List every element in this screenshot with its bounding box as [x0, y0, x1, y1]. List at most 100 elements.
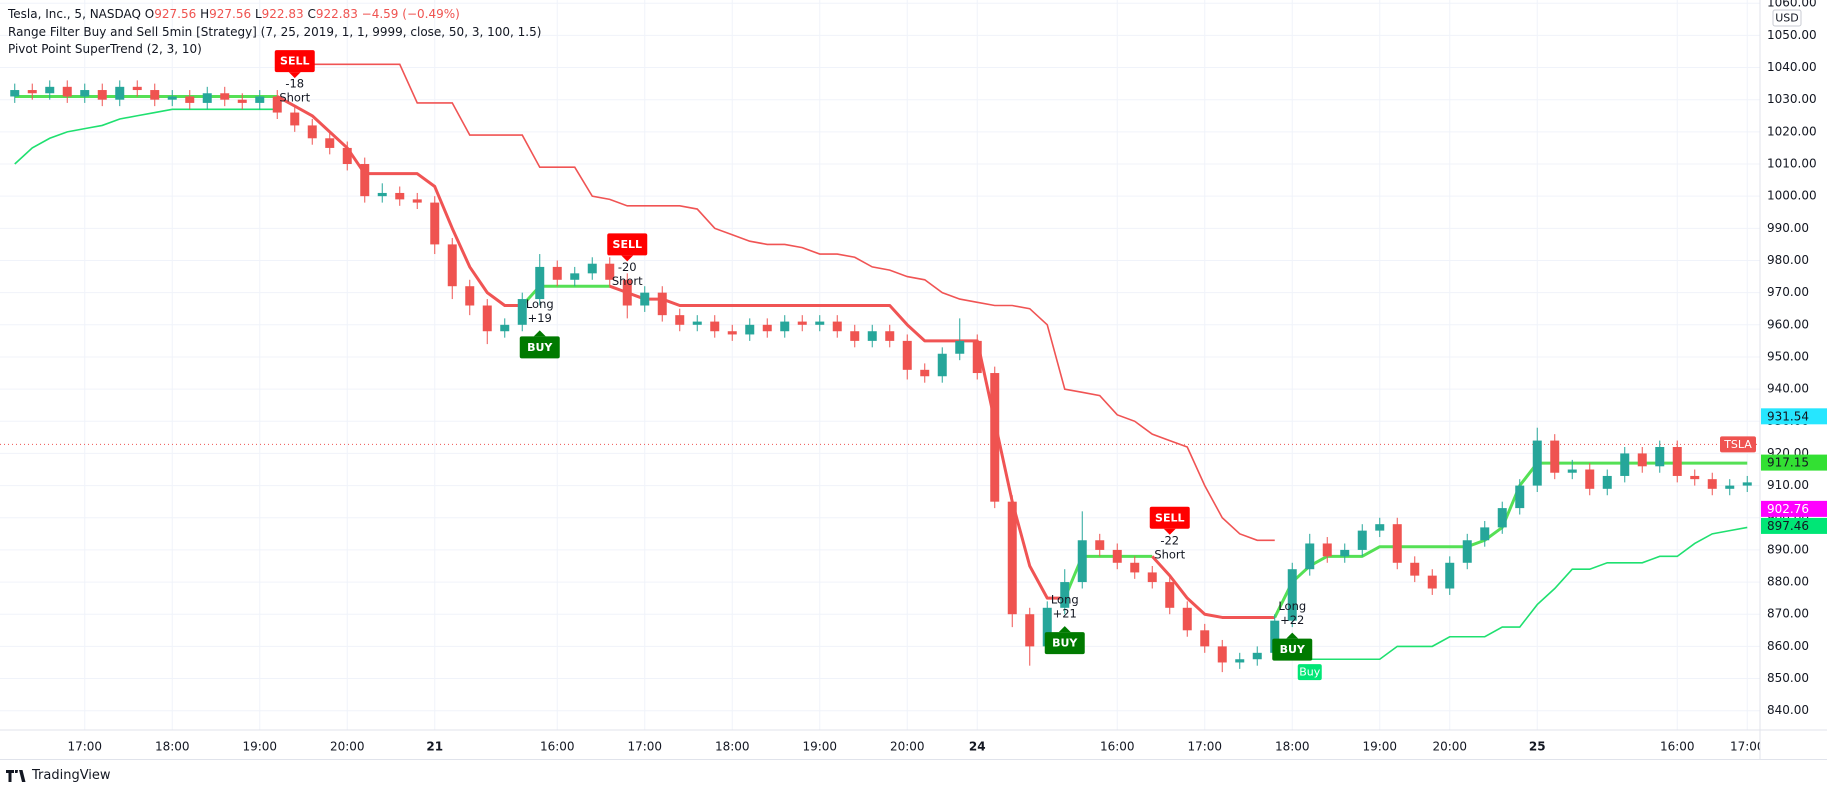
legend-line: Tesla, Inc., 5, NASDAQ O927.56 H927.56 L…: [8, 6, 541, 24]
candle-body: [902, 340, 912, 370]
ohlc-value: 922.83: [261, 7, 304, 21]
x-tick-label: 21: [426, 740, 443, 754]
candle-body: [10, 90, 20, 97]
footer: TradingView: [6, 768, 111, 783]
plot-area: 17:00 18:00 19:00 20:00 21 16:00 17:00 18:00 19:…: [0, 0, 1765, 754]
signal-box: [1149, 506, 1190, 529]
range-filter-line: [276, 95, 523, 308]
candle-body: [167, 96, 177, 100]
x-tick-label: 20:00: [1432, 740, 1467, 754]
signal-pointer: [533, 330, 546, 337]
range-filter-line: [1273, 461, 1748, 619]
trade-note: +19: [528, 311, 552, 325]
candle-body: [45, 86, 55, 94]
candle-body: [832, 321, 842, 332]
candle-body: [237, 99, 247, 103]
signal-pointer: [621, 255, 634, 262]
signal-tag: [1297, 664, 1322, 681]
x-tick-label: 17:00: [1187, 740, 1222, 754]
x-tick-label: 18:00: [715, 740, 750, 754]
candle-body: [1462, 540, 1472, 563]
y-tick-label: 1010.00: [1767, 157, 1817, 171]
candle-body: [1340, 549, 1350, 557]
candle-body: [377, 192, 387, 197]
chart: 17:00 18:00 19:00 20:00 21 16:00 17:00 18:00 19:…: [0, 0, 1827, 760]
candle-body: [1707, 479, 1717, 489]
legend-header: Tesla, Inc., 5, NASDAQ O927.56 H927.56 L…: [8, 6, 541, 59]
signal-box: [1272, 638, 1313, 661]
y-tick-label: 950.00: [1767, 349, 1809, 363]
candle-body: [27, 90, 37, 94]
candle-body: [1060, 582, 1070, 608]
indicator-line: Pivot Point SuperTrend (2, 3, 10): [8, 41, 541, 59]
symbol: Tesla, Inc., 5, NASDAQ: [8, 7, 141, 21]
candle-body: [1252, 652, 1262, 660]
candle-body: [1287, 569, 1297, 621]
candle-body: [1375, 524, 1385, 531]
candle-body: [1602, 475, 1612, 489]
candle-body: [622, 279, 632, 306]
y-tick-label: 990.00: [1767, 221, 1809, 235]
x-tick-label: 24: [969, 740, 986, 754]
price-tag: [1761, 500, 1827, 517]
candle-body: [1357, 530, 1367, 550]
candle-body: [430, 202, 440, 245]
x-tick-label: 16:00: [1660, 740, 1695, 754]
candle-body: [657, 292, 667, 316]
candle-body: [307, 125, 317, 139]
x-tick-label: 17:00: [1730, 740, 1765, 754]
x-tick-label: 25: [1529, 740, 1546, 754]
candle-body: [412, 199, 422, 203]
y-tick-label: 1000.00: [1767, 189, 1817, 203]
y-tick-label: 870.00: [1767, 607, 1809, 621]
candle-body: [535, 266, 545, 300]
x-tick-label: 18:00: [155, 740, 190, 754]
candle-body: [640, 292, 650, 306]
candle-body: [727, 331, 737, 335]
candle-body: [1585, 469, 1595, 489]
trade-note: -18: [285, 77, 304, 91]
candle-body: [1007, 501, 1017, 615]
candle-body: [1742, 482, 1752, 486]
indicator-line: Range Filter Buy and Sell 5min [Strategy…: [8, 24, 541, 42]
ohlc-key: O: [144, 7, 155, 21]
y-tick-label: 880.00: [1767, 575, 1809, 589]
ohlc-key: H: [200, 7, 210, 21]
signal-pointer: [288, 72, 301, 79]
price-tag-label: 902.76: [1767, 502, 1809, 516]
y-tick-label: 1060.00: [1767, 0, 1817, 10]
y-tick-label: 1030.00: [1767, 92, 1817, 106]
candle-body: [815, 321, 825, 325]
candle-body: [885, 331, 895, 341]
signal-label: SELL: [613, 238, 642, 251]
candle-body: [1042, 607, 1052, 647]
signal-label: SELL: [280, 55, 309, 68]
candle-body: [692, 321, 702, 325]
candle-body: [1235, 659, 1245, 663]
candle-body: [605, 263, 615, 280]
price-tag: [1761, 454, 1827, 471]
candle-body: [447, 244, 457, 287]
signal-label: Buy: [1299, 666, 1321, 679]
y-tick-label: 980.00: [1767, 253, 1809, 267]
candle-body: [62, 86, 72, 97]
candle-body: [1655, 447, 1665, 467]
candle-body: [360, 164, 370, 197]
candle-body: [185, 96, 195, 103]
ohlc-value: 927.56: [154, 7, 197, 21]
candle-body: [1182, 607, 1192, 631]
price-tag: [1761, 408, 1827, 425]
signal-label: BUY: [1280, 643, 1306, 656]
candle-body: [1445, 562, 1455, 589]
candle-body: [1620, 453, 1630, 476]
candle-body: [1270, 620, 1280, 653]
candle-body: [290, 112, 300, 126]
y-tick-label: 960.00: [1767, 317, 1809, 331]
candle-body: [710, 321, 720, 332]
candle-body: [1532, 440, 1542, 486]
candle-body: [395, 192, 405, 200]
candle-body: [1672, 447, 1682, 476]
x-tick-label: 19:00: [802, 740, 837, 754]
candle-body: [955, 340, 965, 354]
brand-name: TradingView: [32, 768, 111, 783]
